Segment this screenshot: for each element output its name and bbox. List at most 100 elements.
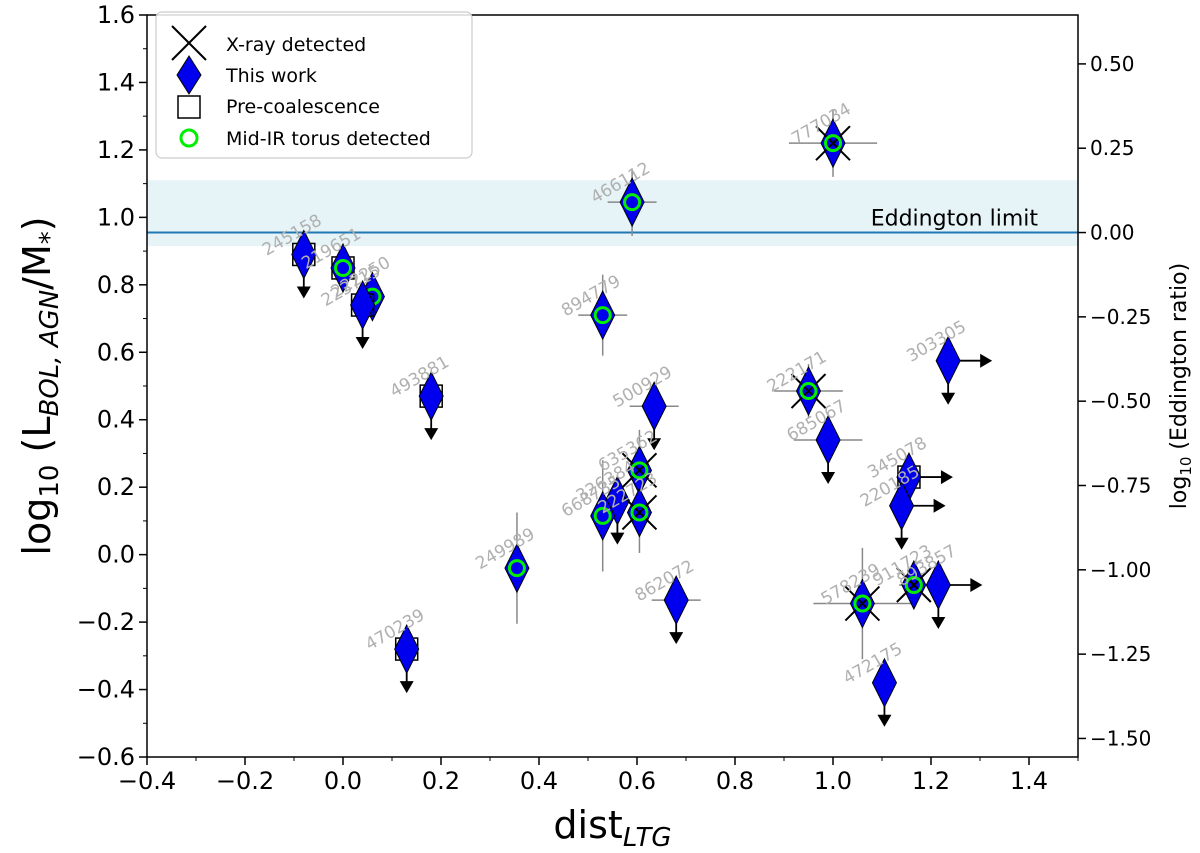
x-limit-arrow-head: [970, 577, 983, 592]
y-tick-label: 0.2: [97, 473, 135, 501]
diamond-marker: [291, 229, 317, 280]
y2-tick-label: 0.50: [1090, 52, 1135, 76]
upper-limit-arrow-head: [941, 392, 956, 405]
torus-circle-marker: [507, 559, 526, 578]
y2-tick-label: −1.25: [1090, 642, 1151, 666]
torus-circle-marker: [593, 506, 612, 525]
x-limit-arrow-head: [933, 498, 946, 513]
torus-circle-marker: [630, 503, 649, 522]
legend-entry-xray: X-ray detected: [171, 25, 366, 61]
y2-axis-label: log10 (Eddington ratio): [1167, 263, 1195, 509]
xray-cross-line: [621, 494, 658, 531]
square-marker-icon: [177, 95, 201, 119]
y2-tick-label: −0.25: [1090, 305, 1151, 329]
x-tick-label: 1.0: [814, 767, 852, 795]
y2-tick-label: −0.50: [1090, 389, 1151, 413]
upper-limit-arrow-head: [877, 714, 892, 727]
upper-limit-arrow-head: [894, 537, 909, 550]
x-limit-arrow-head: [940, 470, 953, 485]
torus-circle-marker: [630, 461, 649, 480]
x-marker-icon: [171, 25, 207, 61]
x-tick-label: −0.2: [216, 767, 274, 795]
y-tick-label: 0.8: [97, 271, 135, 299]
y2-tick-label: 0.25: [1090, 136, 1135, 160]
diamond-marker: [418, 371, 444, 422]
y-tick-label: −0.6: [77, 743, 135, 771]
y-tick-label: −0.4: [77, 676, 135, 704]
diamond-marker: [590, 290, 616, 341]
legend-entry-this-work: This work: [176, 55, 317, 95]
y2-tick-label: −0.75: [1090, 473, 1151, 497]
xray-cross-line: [896, 567, 932, 603]
y2-tick-label: 0.00: [1090, 221, 1135, 245]
x-tick-label: 0.8: [716, 767, 754, 795]
axis-layer: −0.4 −0.2 0.0 0.2 0.4 0.6 0.8 1.0 1.2 1.4−0.6−0.4…: [77, 1, 1152, 795]
torus-circle-marker: [623, 193, 642, 212]
legend-box: [155, 11, 473, 159]
y-tick-label: −0.2: [77, 608, 135, 636]
upper-limit-arrow-head: [821, 471, 836, 484]
diamond-marker: [925, 559, 951, 611]
legend-label-pre-coalescence: Pre-coalescence: [226, 96, 380, 118]
diamond-marker: [641, 381, 667, 432]
y2-tick-label: −1.00: [1090, 558, 1151, 582]
y-axis-label: log10 (LBOL, AGN/M*): [15, 216, 65, 555]
diamond-marker: [590, 490, 616, 541]
y-tick-label: 0.0: [97, 541, 135, 569]
x-tick-label: 0.4: [520, 767, 558, 795]
y-tick-label: 1.6: [97, 1, 135, 29]
upper-limit-arrow-head: [610, 532, 625, 545]
diamond-marker: [871, 657, 898, 708]
diamond-marker: [394, 623, 420, 675]
diamond-marker: [889, 480, 915, 531]
xray-cross-line: [621, 452, 658, 489]
diamond-marker: [935, 335, 961, 386]
diamond-marker: [815, 414, 841, 466]
xray-cross-line: [790, 373, 827, 409]
x-tick-label: 1.2: [912, 767, 950, 795]
x-axis-label: distLTG: [553, 803, 671, 853]
diamond-marker: [504, 543, 530, 594]
diamond-marker: [663, 575, 689, 626]
upper-limit-arrow-head: [647, 438, 662, 451]
diamond-marker: [350, 279, 376, 331]
x-limit-arrow-head: [980, 353, 993, 368]
torus-circle-marker: [853, 594, 872, 613]
marker-layer: [291, 118, 961, 708]
xray-cross-line: [815, 125, 851, 161]
xray-cross-line: [844, 585, 881, 622]
upper-limit-arrow-head: [424, 428, 439, 441]
legend-label-mid-ir: Mid-IR torus detected: [226, 128, 431, 150]
upper-limit-arrow-head: [931, 616, 946, 629]
circle-marker-icon: [179, 128, 199, 148]
torus-circle-marker: [799, 382, 818, 401]
legend-entry-pre-coalescence: Pre-coalescence: [177, 95, 380, 119]
legend-label-xray: X-ray detected: [226, 34, 366, 56]
legend: X-ray detected This work Pre-coalescence…: [155, 11, 473, 159]
x-tick-label: 0.6: [618, 767, 656, 795]
torus-circle-marker: [824, 134, 842, 153]
diamond-marker-icon: [176, 55, 202, 95]
x-tick-label: 0.0: [324, 767, 362, 795]
legend-label-this-work: This work: [225, 65, 317, 87]
x-tick-label: 1.4: [1010, 767, 1048, 795]
upper-limit-arrow-head: [355, 337, 370, 350]
torus-circle-marker: [904, 575, 923, 594]
torus-circle-marker: [593, 306, 612, 325]
diamond-marker: [619, 177, 645, 228]
y-tick-label: 1.0: [97, 203, 135, 231]
torus-circle-marker: [334, 258, 352, 277]
y-tick-label: 0.6: [97, 338, 135, 366]
y-tick-label: 1.2: [97, 136, 135, 164]
legend-entry-mid-ir: Mid-IR torus detected: [179, 128, 431, 150]
upper-limit-arrow-head: [399, 681, 414, 694]
diamond-marker: [330, 242, 356, 294]
y2-tick-label: −1.50: [1090, 726, 1151, 750]
x-tick-label: −0.4: [118, 767, 176, 795]
upper-limit-arrow-head: [669, 632, 684, 645]
y-tick-label: 0.4: [97, 406, 135, 434]
eddington-limit-label: Eddington limit: [871, 207, 1039, 232]
upper-limit-arrow-head: [296, 286, 311, 299]
x-tick-label: 0.2: [422, 767, 460, 795]
